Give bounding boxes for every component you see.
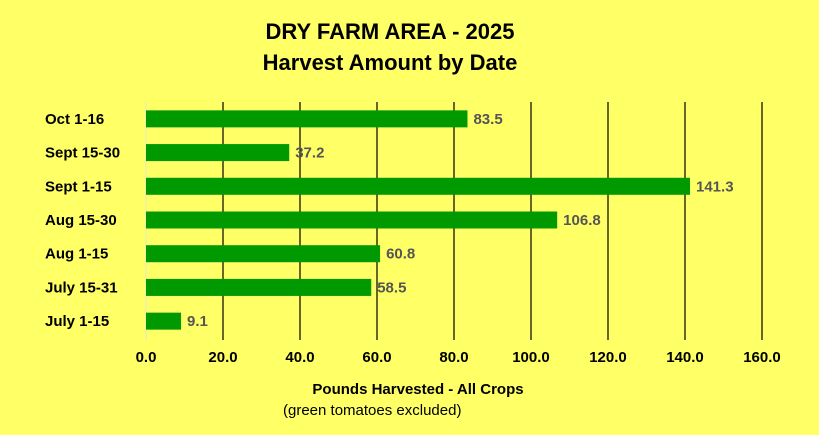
x-axis-label: Pounds Harvested - All Crops: [312, 381, 523, 398]
y-tick-label: Aug 15-30: [45, 212, 117, 229]
y-tick-label: July 15-31: [45, 279, 118, 296]
bar: [146, 312, 182, 330]
chart-title: DRY FARM AREA - 2025: [266, 19, 515, 44]
x-tick-label: 120.0: [589, 349, 627, 366]
bar: [146, 278, 372, 296]
value-label: 37.2: [295, 145, 324, 162]
bar: [146, 177, 691, 195]
value-label: 9.1: [187, 313, 208, 330]
chart-subtitle: Harvest Amount by Date: [263, 50, 518, 75]
y-tick-label: Sept 15-30: [45, 145, 120, 162]
value-label: 106.8: [563, 212, 601, 229]
bar: [146, 110, 468, 128]
value-label: 83.5: [473, 111, 502, 128]
y-tick-label: July 1-15: [45, 313, 109, 330]
x-tick-label: 100.0: [512, 349, 550, 366]
x-tick-label: 160.0: [743, 349, 781, 366]
x-axis-note: (green tomatoes excluded): [283, 402, 461, 419]
value-label: 58.5: [377, 279, 406, 296]
value-label: 60.8: [386, 246, 415, 263]
bar: [146, 144, 290, 162]
x-tick-label: 140.0: [666, 349, 704, 366]
x-tick-label: 0.0: [136, 349, 157, 366]
value-label: 141.3: [696, 178, 734, 195]
bar: [146, 211, 558, 229]
x-tick-label: 40.0: [285, 349, 314, 366]
y-tick-label: Aug 1-15: [45, 246, 108, 263]
x-tick-label: 20.0: [208, 349, 237, 366]
bar: [146, 245, 381, 263]
x-tick-label: 80.0: [439, 349, 468, 366]
y-tick-label: Oct 1-16: [45, 111, 104, 128]
x-tick-label: 60.0: [362, 349, 391, 366]
y-tick-label: Sept 1-15: [45, 178, 112, 195]
